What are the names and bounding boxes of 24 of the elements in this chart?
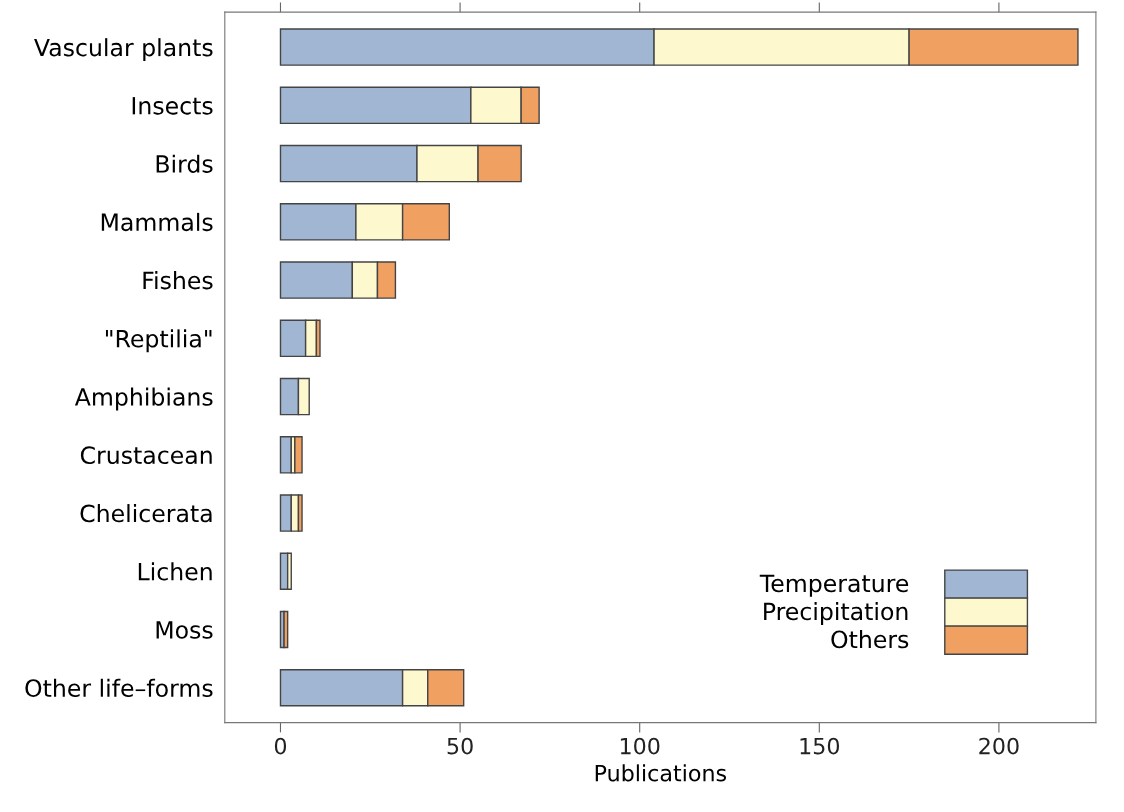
bar (283, 610, 289, 649)
y-tick-label: Chelicerata (80, 504, 212, 523)
bar (279, 436, 292, 474)
legend-label: Temperature (759, 574, 909, 597)
x-tick-label: 150 (800, 737, 840, 755)
y-tick-label: Birds (156, 154, 213, 173)
y-tick-label: Moss (156, 621, 213, 639)
y-tick-label: Crustacean (80, 446, 212, 465)
y-tick-label: "Reptilia" (105, 329, 212, 353)
y-tick-label: Mammals (101, 212, 213, 232)
y-tick-label: Lichen (138, 562, 212, 581)
legend-label: Precipitation (764, 602, 908, 625)
x-tick-label: 50 (447, 737, 473, 755)
y-tick-label: Insects (132, 97, 213, 115)
y-tick-label: Vascular plants (34, 38, 213, 61)
x-tick-label: 100 (620, 737, 660, 755)
x-tick-label: 200 (979, 737, 1019, 755)
y-tick-label: Fishes (143, 271, 213, 290)
y-tick-label: Amphibians (74, 387, 213, 411)
y-tick-label: Other life–forms (25, 678, 213, 698)
x-axis-title: Publications (595, 764, 727, 782)
bar (294, 436, 303, 474)
x-tick-label: 0 (274, 737, 287, 755)
legend-label: Others (831, 630, 909, 649)
